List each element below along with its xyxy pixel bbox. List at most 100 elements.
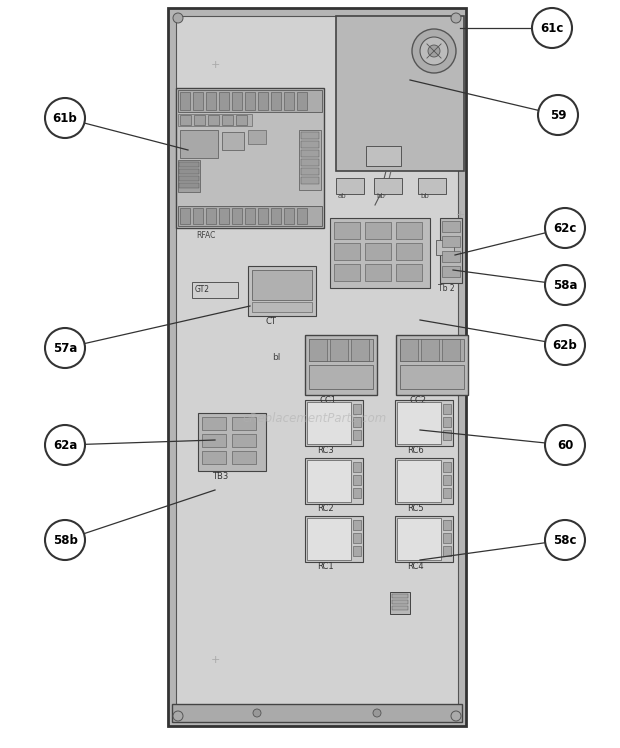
Bar [178, 114, 252, 126]
Bar [400, 339, 464, 361]
Bar [219, 92, 229, 110]
Bar [395, 458, 453, 504]
Bar [353, 417, 361, 427]
Bar [390, 592, 410, 614]
Text: 60: 60 [557, 438, 573, 452]
Bar [284, 92, 294, 110]
Bar [202, 434, 226, 447]
Text: RC3: RC3 [317, 446, 334, 455]
Text: CC2: CC2 [410, 396, 427, 405]
Text: 58c: 58c [553, 533, 577, 547]
Bar [301, 177, 319, 184]
Text: 62b: 62b [552, 339, 577, 352]
Bar [258, 92, 268, 110]
Bar [178, 206, 322, 226]
Bar [443, 520, 451, 530]
Bar [436, 240, 454, 255]
Bar [193, 208, 203, 224]
Circle shape [545, 520, 585, 560]
Bar [198, 413, 266, 471]
Bar [307, 402, 351, 444]
Bar [168, 8, 466, 726]
Bar [180, 92, 190, 110]
Bar [396, 243, 422, 260]
Text: RFAC: RFAC [196, 231, 215, 240]
Bar [258, 208, 268, 224]
Bar [443, 417, 451, 427]
Bar [301, 132, 319, 139]
Bar [305, 516, 363, 562]
Text: ab: ab [338, 193, 347, 199]
Bar [365, 222, 391, 239]
Text: Tb 2: Tb 2 [438, 284, 454, 293]
Bar [366, 146, 401, 166]
Bar [397, 460, 441, 502]
Bar [443, 430, 451, 440]
Bar [192, 282, 238, 298]
Bar [353, 533, 361, 543]
Bar [421, 339, 439, 361]
Bar [176, 16, 458, 718]
Text: CT: CT [266, 317, 277, 326]
Bar [336, 16, 464, 171]
Bar [443, 546, 451, 556]
Bar [305, 458, 363, 504]
Bar [374, 178, 402, 194]
Bar [232, 417, 256, 430]
Bar [252, 302, 312, 312]
Text: 62c: 62c [553, 221, 577, 235]
Bar [301, 168, 319, 175]
Text: +: + [210, 60, 219, 70]
Bar [309, 365, 373, 389]
Circle shape [420, 37, 448, 65]
Circle shape [538, 95, 578, 135]
Bar [297, 208, 307, 224]
Text: +: + [210, 205, 219, 215]
Text: +: + [210, 655, 219, 665]
Circle shape [253, 709, 261, 717]
Text: RC5: RC5 [407, 504, 423, 513]
Bar [179, 176, 199, 181]
Bar [271, 208, 281, 224]
Bar [232, 451, 256, 464]
Bar [334, 222, 360, 239]
Bar [442, 236, 460, 247]
Circle shape [173, 711, 183, 721]
Bar [178, 160, 200, 192]
Bar [301, 141, 319, 148]
Text: RC1: RC1 [317, 562, 334, 571]
Bar [442, 266, 460, 277]
Bar [330, 339, 348, 361]
Bar [301, 150, 319, 157]
Bar [353, 488, 361, 498]
Text: 61b: 61b [53, 111, 78, 124]
Bar [353, 546, 361, 556]
Bar [307, 460, 351, 502]
Bar [392, 606, 408, 610]
Bar [353, 520, 361, 530]
Bar [222, 115, 233, 125]
Text: 62a: 62a [53, 438, 77, 452]
Bar [245, 208, 255, 224]
Bar [365, 264, 391, 281]
Circle shape [545, 208, 585, 248]
Bar [180, 130, 218, 158]
Text: RC4: RC4 [407, 562, 423, 571]
Bar [305, 335, 377, 395]
Bar [443, 475, 451, 485]
Bar [307, 518, 351, 560]
Text: 57a: 57a [53, 342, 77, 355]
Circle shape [451, 13, 461, 23]
Bar [232, 92, 242, 110]
Bar [353, 430, 361, 440]
Bar [400, 339, 418, 361]
Text: RC2: RC2 [317, 504, 334, 513]
Bar [442, 339, 460, 361]
Text: +: + [415, 60, 425, 70]
Circle shape [532, 8, 572, 48]
Text: bb: bb [420, 193, 429, 199]
Bar [172, 704, 462, 722]
Circle shape [545, 325, 585, 365]
Text: bb: bb [376, 193, 385, 199]
Bar [353, 462, 361, 472]
